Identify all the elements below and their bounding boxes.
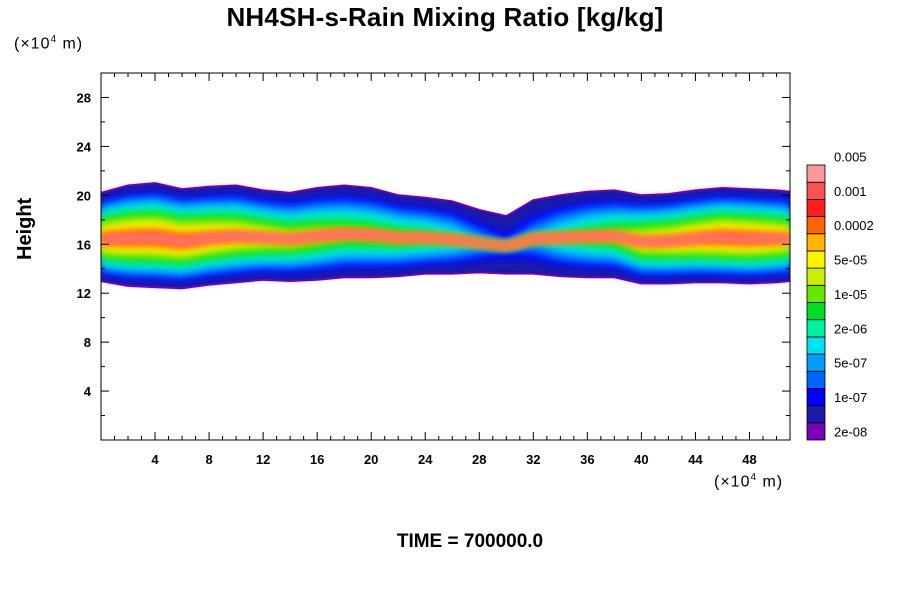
field-band-15 [101, 231, 790, 248]
x-axis-unit: (×104 m) [714, 472, 784, 491]
y-tick-label: 16 [77, 237, 91, 252]
x-tick-label: 36 [580, 452, 594, 467]
colorbar-swatch [806, 284, 826, 303]
x-tick-label: 32 [526, 452, 540, 467]
colorbar-label: 5e-05 [834, 253, 867, 268]
colorbar-label: 1e-07 [834, 390, 867, 405]
time-footer: TIME = 700000.0 [396, 531, 544, 552]
colorbar-label: 1e-05 [834, 287, 867, 302]
colorbar-label: 5e-07 [834, 356, 867, 371]
plot-frame [100, 72, 791, 441]
y-tick-label: 20 [77, 188, 91, 203]
x-tick-label: 48 [742, 452, 756, 467]
colorbar-swatch [806, 233, 826, 252]
colorbar-swatch [806, 405, 826, 424]
colorbar-swatch [806, 267, 826, 286]
x-tick-label: 40 [634, 452, 648, 467]
colorbar-swatch [806, 422, 826, 441]
x-tick-label: 28 [472, 452, 486, 467]
y-tick-label: 12 [77, 286, 91, 301]
x-tick-label: 20 [364, 452, 378, 467]
y-tick-label: 4 [84, 384, 92, 399]
x-tick-label: 8 [205, 452, 212, 467]
x-tick-label: 16 [310, 452, 324, 467]
colorbar: 2e-08 1e-07 5e-07 2e-06 1e-05 5e-05 0.0002 0.00… [806, 149, 874, 441]
x-tick-label: 44 [688, 452, 703, 467]
colorbar-swatch [806, 216, 826, 235]
colorbar-swatch [806, 353, 826, 372]
colorbar-swatch [806, 302, 826, 321]
colorbar-swatch [806, 250, 826, 269]
chart-title: NH4SH-s-Rain Mixing Ratio [kg/kg] [226, 2, 664, 32]
x-tick-label: 12 [256, 452, 270, 467]
y-tick-label: 24 [77, 139, 92, 154]
colorbar-label: 0.0002 [834, 218, 874, 233]
colorbar-label: 0.001 [834, 184, 867, 199]
x-tick-label: 4 [151, 452, 159, 467]
y-tick-label: 28 [77, 90, 91, 105]
x-tick-label: 24 [418, 452, 433, 467]
colorbar-label: 2e-08 [834, 424, 867, 439]
colorbar-swatch [806, 164, 826, 183]
colorbar-label: 0.005 [834, 149, 867, 164]
colorbar-label: 2e-06 [834, 321, 867, 336]
mixing-ratio-field [101, 182, 790, 290]
colorbar-swatch [806, 181, 826, 200]
colorbar-swatch [806, 370, 826, 389]
colorbar-swatch [806, 388, 826, 407]
colorbar-swatch [806, 319, 826, 338]
y-tick-label: 8 [84, 335, 91, 350]
colorbar-swatch [806, 198, 826, 217]
colorbar-swatch [806, 336, 826, 355]
y-axis-unit: (×104 m) [14, 34, 84, 53]
